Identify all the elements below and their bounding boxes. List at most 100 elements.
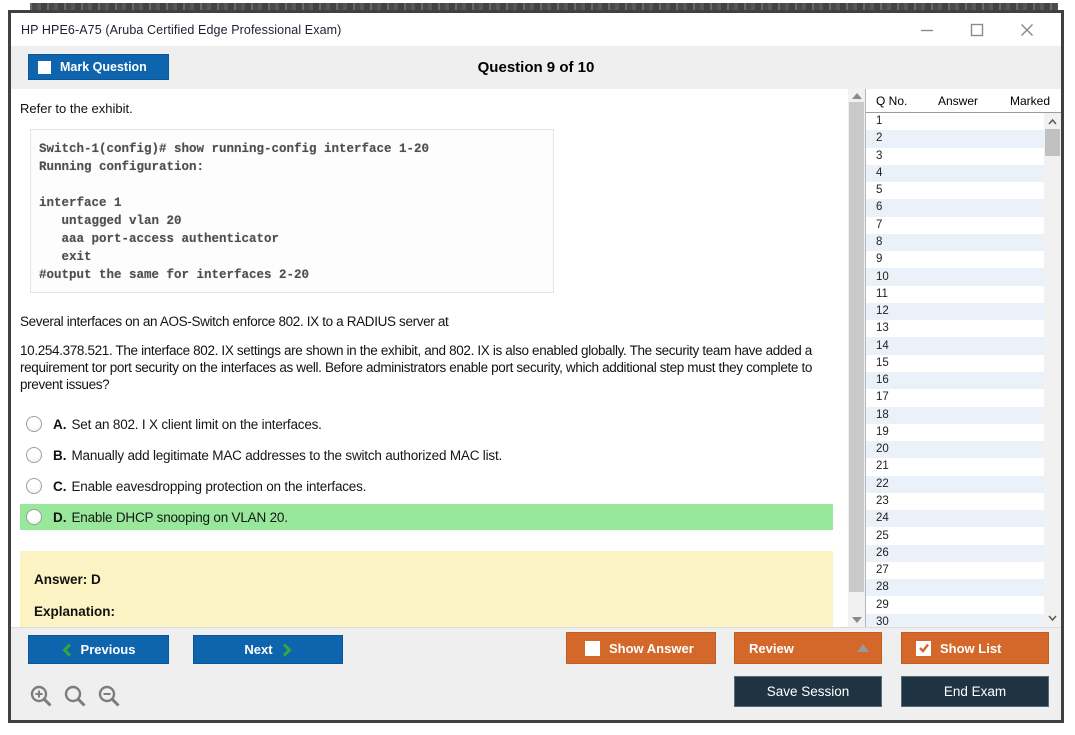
scrollbar-thumb[interactable] <box>849 102 864 592</box>
cell-q: 13 <box>876 322 889 335</box>
radio-button-icon[interactable] <box>26 478 42 494</box>
question-list-row[interactable]: 17 <box>866 389 1044 407</box>
question-list: 1 2 3 4 5 6 7 8 9 10 11 12 13 14 15 16 17 18 19 20 21 22 23 24 2… <box>866 113 1044 627</box>
zoom-out-icon[interactable] <box>97 684 122 714</box>
question-list-row[interactable]: 10 <box>866 268 1044 286</box>
minimize-icon[interactable] <box>919 22 935 38</box>
question-list-row[interactable]: 9 <box>866 251 1044 269</box>
question-list-row[interactable]: 1 <box>866 113 1044 131</box>
question-list-row[interactable]: 11 <box>866 285 1044 303</box>
chevron-right-icon <box>282 642 292 657</box>
window-controls <box>919 22 1035 38</box>
cell-q: 11 <box>876 287 888 300</box>
cell-q: 15 <box>876 356 889 369</box>
option-text: Manually add legitimate MAC addresses to… <box>71 447 503 463</box>
option-c[interactable]: C. Enable eavesdropping protection on th… <box>20 473 833 499</box>
review-label: Review <box>749 640 794 656</box>
footer-toolbar: Previous Next Show Answer Review <box>11 627 1061 720</box>
option-a[interactable]: A. Set an 802. I X client limit on the i… <box>20 411 833 437</box>
end-exam-button[interactable]: End Exam <box>901 676 1049 707</box>
previous-label: Previous <box>80 642 136 657</box>
column-qno: Q No. <box>876 93 908 108</box>
option-letter: B. <box>53 447 67 463</box>
cell-q: 18 <box>876 408 889 421</box>
radio-button-icon[interactable] <box>26 509 42 525</box>
question-list-row[interactable]: 24 <box>866 510 1044 528</box>
review-dropdown-button[interactable]: Review <box>734 632 882 664</box>
cell-q: 25 <box>876 529 889 542</box>
option-letter: D. <box>53 509 67 525</box>
question-list-row[interactable]: 22 <box>866 475 1044 493</box>
list-scrollbar-thumb[interactable] <box>1045 129 1060 156</box>
question-list-row[interactable]: 29 <box>866 596 1044 614</box>
question-list-row[interactable]: 19 <box>866 423 1044 442</box>
question-list-row[interactable]: 6 <box>866 199 1044 217</box>
radio-button-icon[interactable] <box>26 416 42 432</box>
cell-q: 23 <box>876 494 889 507</box>
zoom-controls <box>29 684 122 714</box>
cell-q: 19 <box>876 425 889 438</box>
explanation-label: Explanation: <box>34 604 116 619</box>
question-list-row[interactable]: 20 <box>866 441 1044 459</box>
cell-q: 14 <box>876 339 889 352</box>
question-list-row[interactable]: 28 <box>866 579 1044 597</box>
question-list-row[interactable]: 23 <box>866 492 1044 511</box>
question-list-row[interactable]: 15 <box>866 354 1044 372</box>
list-scroll-up-icon[interactable] <box>1048 118 1057 127</box>
question-list-row[interactable]: 13 <box>866 320 1044 338</box>
question-list-row[interactable]: 16 <box>866 371 1044 390</box>
show-answer-checkbox-icon[interactable] <box>585 640 600 656</box>
option-d-correct[interactable]: D. Enable DHCP snooping on VLAN 20. <box>20 504 833 530</box>
cell-q: 29 <box>876 598 889 611</box>
question-list-row[interactable]: 7 <box>866 216 1044 234</box>
mark-question-checkbox-icon[interactable] <box>38 60 51 74</box>
scroll-down-arrow-icon[interactable] <box>852 617 862 623</box>
question-list-row[interactable]: 14 <box>866 337 1044 355</box>
question-list-row[interactable]: 8 <box>866 233 1044 252</box>
list-scrollbar[interactable] <box>1044 113 1061 627</box>
zoom-in-icon[interactable] <box>29 684 54 714</box>
exhibit-line: Running configuration: <box>39 160 205 174</box>
cell-q: 2 <box>876 132 883 145</box>
cell-q: 28 <box>876 581 889 594</box>
question-list-row[interactable]: 27 <box>866 561 1044 580</box>
show-answer-button[interactable]: Show Answer <box>566 632 716 664</box>
question-list-row[interactable]: 30 <box>866 613 1044 627</box>
question-list-row[interactable]: 4 <box>866 164 1044 183</box>
option-letter: C. <box>53 478 67 494</box>
question-list-body: 1 2 3 4 5 6 7 8 9 10 11 12 13 14 15 16 17 18 19 20 21 22 23 24 2… <box>866 113 1061 627</box>
question-list-row[interactable]: 5 <box>866 182 1044 200</box>
cell-q: 24 <box>876 512 889 525</box>
window-title: HP HPE6-A75 (Aruba Certified Edge Profes… <box>21 22 342 37</box>
save-session-button[interactable]: Save Session <box>734 676 882 707</box>
question-list-row[interactable]: 2 <box>866 130 1044 148</box>
zoom-icon[interactable] <box>63 684 88 714</box>
previous-button[interactable]: Previous <box>28 635 169 664</box>
option-b[interactable]: B. Manually add legitimate MAC addresses… <box>20 442 833 468</box>
question-list-row[interactable]: 26 <box>866 544 1044 562</box>
show-list-button[interactable]: Show List <box>901 632 1049 664</box>
question-paragraph-1: Several interfaces on an AOS-Switch enfo… <box>20 314 449 329</box>
exhibit-line: interface 1 <box>39 196 122 210</box>
maximize-icon[interactable] <box>969 22 985 38</box>
show-answer-label: Show Answer <box>609 640 694 656</box>
exhibit-line: #output the same for interfaces 2-20 <box>39 268 310 282</box>
cell-q: 9 <box>876 253 883 266</box>
radio-button-icon[interactable] <box>26 447 42 463</box>
next-button[interactable]: Next <box>193 635 343 664</box>
question-list-row[interactable]: 12 <box>866 302 1044 321</box>
scroll-up-arrow-icon[interactable] <box>852 93 862 99</box>
cell-q: 22 <box>876 477 889 490</box>
main-scrollbar[interactable] <box>848 89 865 627</box>
list-scroll-down-icon[interactable] <box>1048 613 1057 622</box>
refer-text: Refer to the exhibit. <box>20 101 133 116</box>
question-list-row[interactable]: 21 <box>866 458 1044 476</box>
question-list-row[interactable]: 25 <box>866 527 1044 545</box>
show-list-checkbox-icon[interactable] <box>916 640 931 656</box>
exhibit-code: Switch-1(config)# show running-config in… <box>30 129 554 293</box>
close-icon[interactable] <box>1019 22 1035 38</box>
mark-question-button[interactable]: Mark Question <box>28 54 169 80</box>
question-list-row[interactable]: 18 <box>866 406 1044 424</box>
question-list-row[interactable]: 3 <box>866 147 1044 165</box>
question-panel: Refer to the exhibit. Switch-1(config)# … <box>11 89 848 627</box>
